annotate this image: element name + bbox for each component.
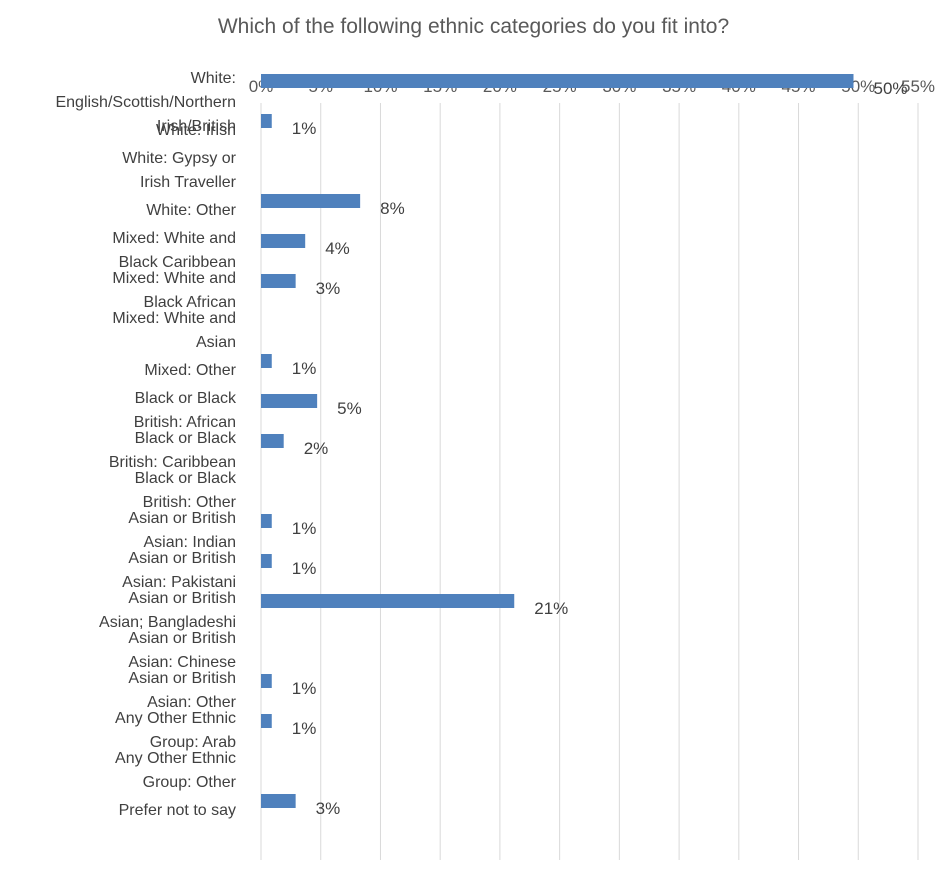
category-label: Mixed: White and Black Caribbean xyxy=(112,230,236,271)
category-label-line: Any Other Ethnic xyxy=(115,710,236,727)
bar xyxy=(261,794,296,808)
category-label-line: White: Gypsy or xyxy=(122,150,236,167)
category-label: White: Other xyxy=(146,202,236,219)
category-label-line: Group: Arab xyxy=(150,734,236,751)
category-label-line: Asian; Bangladeshi xyxy=(99,614,236,631)
category-label: White: Gypsy or Irish Traveller xyxy=(122,150,236,191)
category-label-line: Black Caribbean xyxy=(119,254,236,271)
category-label-line: Asian or British xyxy=(128,550,236,567)
data-label: 3% xyxy=(316,279,341,298)
category-label-line: Asian: Pakistani xyxy=(122,574,236,591)
category-label: Asian or British Asian: Chinese xyxy=(128,630,236,671)
data-label: 1% xyxy=(292,679,317,698)
category-label-line: Black or Black xyxy=(135,390,237,407)
category-label-line: Mixed: White and xyxy=(112,270,236,287)
data-label: 5% xyxy=(337,399,362,418)
category-label: Mixed: White and Asian xyxy=(112,310,236,351)
category-label-line: White: Irish xyxy=(156,122,236,139)
category-label-line: White: Other xyxy=(146,202,236,219)
data-label: 2% xyxy=(304,439,329,458)
data-label: 1% xyxy=(292,519,317,538)
data-label: 8% xyxy=(380,199,405,218)
data-label: 1% xyxy=(292,559,317,578)
category-label-line: British: Other xyxy=(143,494,237,511)
bar xyxy=(261,434,284,448)
data-label: 1% xyxy=(292,119,317,138)
category-label: Black or Black British: Other xyxy=(135,470,237,511)
bar xyxy=(261,594,515,608)
data-label: 21% xyxy=(534,599,568,618)
bar xyxy=(261,74,854,88)
category-label-line: British: Caribbean xyxy=(109,454,236,471)
category-label-line: British: African xyxy=(134,414,236,431)
category-label: Prefer not to say xyxy=(119,802,236,819)
data-label: 1% xyxy=(292,359,317,378)
category-label-line: Mixed: White and xyxy=(112,230,236,247)
category-label-line: Asian: Other xyxy=(147,694,237,711)
data-label: 4% xyxy=(325,239,350,258)
category-label: Asian or British Asian: Pakistani xyxy=(122,550,236,591)
data-label: 3% xyxy=(316,799,341,818)
category-label-line: Black African xyxy=(144,294,236,311)
data-label: 1% xyxy=(292,719,317,738)
category-label-line: Asian or British xyxy=(128,630,236,647)
category-label: Black or Black British: Caribbean xyxy=(109,430,237,471)
category-label: Asian or British Asian: Indian xyxy=(128,510,236,551)
bar xyxy=(261,114,272,128)
bar xyxy=(261,354,272,368)
bar xyxy=(261,234,306,248)
data-label: 50% xyxy=(873,79,907,98)
category-label-line: Asian or British xyxy=(128,590,236,607)
category-label-line: Black or Black xyxy=(135,470,237,487)
category-label-line: Asian or British xyxy=(128,670,236,687)
category-label: Mixed: White and Black African xyxy=(112,270,236,311)
category-label-line: Irish/British xyxy=(157,118,236,135)
category-label-line: White: xyxy=(191,70,236,87)
category-label-line: Asian or British xyxy=(128,510,236,527)
category-label-line: Asian: Chinese xyxy=(128,654,236,671)
category-label-line: Prefer not to say xyxy=(119,802,236,819)
category-label-line: Mixed: White and xyxy=(112,310,236,327)
category-label: Any Other Ethnic Group: Arab xyxy=(115,710,236,751)
bar xyxy=(261,714,272,728)
x-tick-label: 55% xyxy=(901,77,935,96)
category-label: Any Other Ethnic Group: Other xyxy=(115,750,237,791)
category-label: Black or Black British: African xyxy=(134,390,237,431)
category-label: White: Irish xyxy=(156,122,236,139)
category-label-line: Mixed: Other xyxy=(144,362,236,379)
category-label: Asian or British Asian: Other xyxy=(128,670,236,711)
category-label-line: Any Other Ethnic xyxy=(115,750,236,767)
bar xyxy=(261,514,272,528)
bar xyxy=(261,194,361,208)
category-label: Asian or British Asian; Bangladeshi xyxy=(99,590,236,631)
category-label: Mixed: Other xyxy=(144,362,236,379)
bar xyxy=(261,554,272,568)
category-label-line: Black or Black xyxy=(135,430,237,447)
bar xyxy=(261,274,296,288)
category-label-line: English/Scottish/Northern xyxy=(55,94,236,111)
chart-title: Which of the following ethnic categories… xyxy=(217,15,730,38)
category-label-line: Asian xyxy=(196,334,236,351)
bar xyxy=(261,674,272,688)
category-label: White: English/Scottish/Northern Irish/Bri… xyxy=(55,70,236,135)
category-label-line: Asian: Indian xyxy=(143,534,236,551)
bar xyxy=(261,394,318,408)
category-label-line: Group: Other xyxy=(143,774,237,791)
category-label-line: Irish Traveller xyxy=(140,174,237,191)
